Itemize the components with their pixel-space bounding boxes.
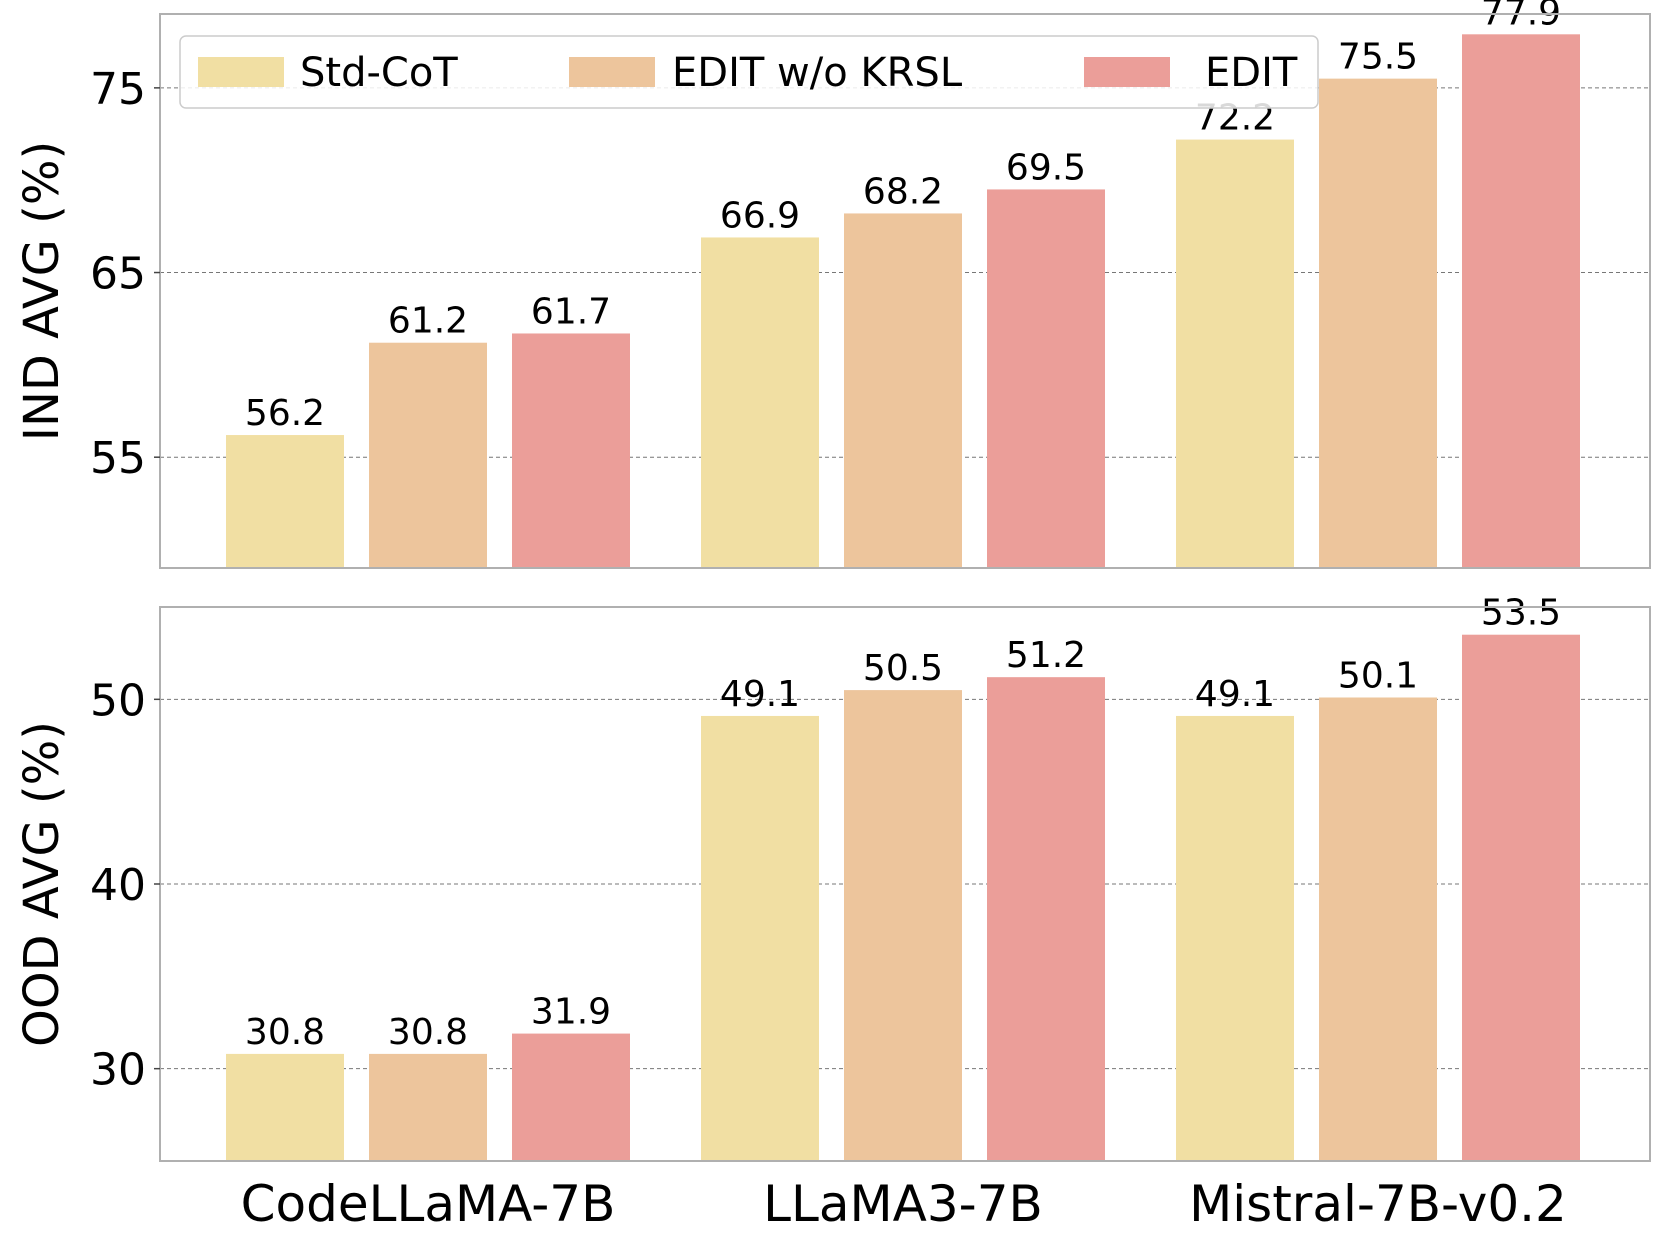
axes-frame [159,13,1651,569]
data-label: 56.2 [245,393,325,434]
legend-label: EDIT [1205,50,1298,96]
bar-edit-codellama-7b [512,1033,630,1161]
data-label: 30.8 [245,1012,325,1053]
y-axis-label: OOD AVG (%) [14,721,70,1047]
data-label: 69.5 [1006,147,1086,188]
data-label: 61.7 [531,291,611,332]
y-tick-label: 50 [90,675,146,726]
x-tick-label: CodeLLaMA-7B [241,1175,616,1233]
x-tick-label: LLaMA3-7B [763,1175,1043,1233]
data-label: 66.9 [720,195,800,236]
legend-swatch-std-cot [198,57,284,87]
legend: Std-CoT EDIT w/o KRSL EDIT [179,35,1319,109]
bar-edit-llama3-7b [987,677,1105,1161]
data-label: 53.5 [1481,593,1561,634]
data-label: 50.5 [863,648,943,689]
data-label: 75.5 [1338,37,1418,78]
data-label: 61.2 [388,301,468,342]
bar-edit-mistral-7b-v0-2 [1462,34,1580,568]
data-label: 49.1 [720,674,800,715]
bar-edit-w-o-krsl-codellama-7b [369,1053,487,1161]
data-label: 30.8 [388,1012,468,1053]
legend-swatch-edit-w-o-krsl [569,57,655,87]
ood-avg-panel: 30.8 49.1 49.1 30.8 50.5 50.1 31.9 51.2 53.5 30 40… [14,593,1651,1233]
bar-std-cot-llama3-7b [701,237,819,569]
bar-std-cot-mistral-7b-v0-2 [1176,139,1294,568]
legend-label: EDIT w/o KRSL [672,50,963,96]
bar-edit-w-o-krsl-mistral-7b-v0-2 [1319,697,1437,1161]
bar-edit-codellama-7b [512,333,630,568]
bar-edit-w-o-krsl-llama3-7b [844,213,962,568]
legend-box [179,35,1319,109]
legend-swatch-edit [1084,57,1170,87]
bar-edit-llama3-7b [987,189,1105,568]
y-tick-label: 65 [90,249,146,300]
bar-std-cot-codellama-7b [226,435,344,568]
y-tick-label: 40 [90,860,146,911]
data-label: 77.9 [1481,0,1561,33]
x-tick-label: Mistral-7B-v0.2 [1189,1175,1567,1233]
bar-edit-w-o-krsl-codellama-7b [369,342,487,568]
ind-avg-panel: 56.266.972.261.268.275.561.769.577.95565… [14,0,1651,569]
data-label: 68.2 [863,171,943,212]
bar-std-cot-mistral-7b-v0-2 [1176,715,1294,1161]
y-tick-label: 55 [90,433,146,484]
legend-label: Std-CoT [300,50,458,96]
data-label: 31.9 [531,992,611,1033]
y-axis-label: IND AVG (%) [14,141,70,441]
bar-std-cot-llama3-7b [701,715,819,1161]
bar-edit-w-o-krsl-mistral-7b-v0-2 [1319,78,1437,568]
data-label: 49.1 [1195,674,1275,715]
y-tick-label: 75 [90,64,146,115]
bar-edit-w-o-krsl-llama3-7b [844,690,962,1161]
data-label: 50.1 [1338,655,1418,696]
bar-std-cot-codellama-7b [226,1053,344,1161]
bar-edit-mistral-7b-v0-2 [1462,634,1580,1161]
data-label: 51.2 [1006,635,1086,676]
y-tick-label: 30 [90,1045,146,1096]
